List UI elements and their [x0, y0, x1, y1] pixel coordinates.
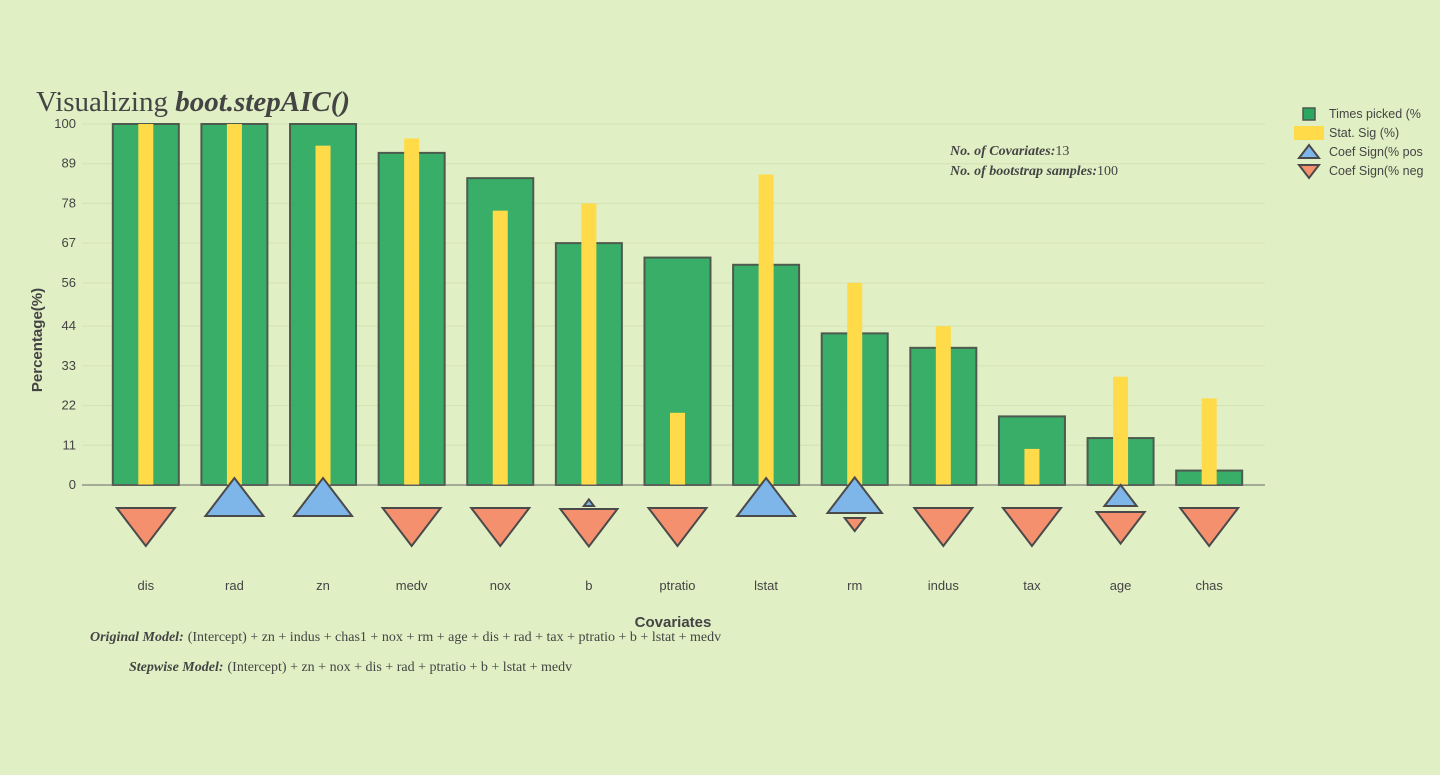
- covariates-annotation-value: 13: [1055, 144, 1069, 159]
- bar-stat-sig-dis[interactable]: [138, 124, 154, 485]
- bar-stat-sig-b[interactable]: [581, 203, 597, 486]
- legend-swatch-stat-sig[interactable]: [1294, 126, 1324, 140]
- y-tick-labels: 0 11 22 33 44 56 67 78 89 100: [54, 116, 76, 492]
- marker-coef-pos-b[interactable]: [581, 497, 596, 507]
- marker-coef-pos-rm[interactable]: [825, 475, 884, 514]
- y-tick-22: 22: [62, 398, 76, 413]
- y-tick-44: 44: [62, 318, 76, 333]
- legend-label-stat-sig[interactable]: Stat. Sig (%): [1329, 126, 1399, 140]
- bar-stat-sig-zn[interactable]: [315, 145, 331, 485]
- y-tick-78: 78: [62, 195, 76, 210]
- marker-coef-pos-rad[interactable]: [203, 476, 266, 517]
- original-model-text: (Intercept) + zn + indus + chas1 + nox +…: [188, 630, 721, 645]
- bar-stat-sig-medv[interactable]: [404, 138, 420, 485]
- marker-coef-neg-indus[interactable]: [912, 507, 975, 548]
- covariates-annotation-label: No. of Covariates:: [949, 144, 1055, 159]
- legend-label-coef-neg[interactable]: Coef Sign(% neg: [1329, 164, 1424, 178]
- x-tick-dis: dis: [137, 578, 154, 593]
- samples-annotation-label: No. of bootstrap samples:: [949, 164, 1097, 179]
- original-model-formula: Original Model: (Intercept) + zn + indus …: [90, 630, 721, 645]
- legend[interactable]: Times picked (% Stat. Sig (%) Coef Sign(% …: [1294, 107, 1424, 180]
- x-tick-labels: dis rad zn medv nox b ptratio lstat rm indus tax ag…: [137, 578, 1223, 593]
- x-tick-medv: medv: [396, 578, 428, 593]
- y-tick-11: 11: [63, 437, 77, 452]
- marker-coef-neg-ptratio[interactable]: [646, 507, 709, 548]
- coef-sign-markers[interactable]: [114, 475, 1241, 549]
- x-tick-lstat: lstat: [754, 578, 778, 593]
- legend-swatch-times-picked[interactable]: [1302, 107, 1316, 121]
- legend-label-coef-pos[interactable]: Coef Sign(% pos: [1329, 145, 1423, 159]
- chart-title-emphasis: boot.stepAIC(): [175, 86, 350, 118]
- x-tick-zn: zn: [316, 578, 330, 593]
- marker-coef-neg-b[interactable]: [558, 508, 620, 549]
- stat-sig-bars[interactable]: [138, 124, 1217, 486]
- x-tick-age: age: [1110, 578, 1132, 593]
- chart-title-plain: Visualizing: [36, 86, 175, 118]
- legend-swatch-coef-neg[interactable]: [1296, 164, 1322, 180]
- y-tick-56: 56: [62, 275, 76, 290]
- x-tick-rad: rad: [225, 578, 244, 593]
- x-tick-tax: tax: [1023, 578, 1041, 593]
- marker-coef-neg-nox[interactable]: [469, 507, 532, 548]
- marker-coef-neg-tax[interactable]: [1000, 507, 1063, 548]
- x-tick-nox: nox: [490, 578, 511, 593]
- y-axis-label: Percentage(%): [29, 288, 46, 392]
- chart-title: Visualizing boot.stepAIC(): [36, 86, 350, 118]
- legend-swatch-coef-pos[interactable]: [1296, 143, 1322, 159]
- bar-stat-sig-lstat[interactable]: [758, 174, 774, 486]
- x-tick-b: b: [585, 578, 592, 593]
- x-tick-indus: indus: [928, 578, 960, 593]
- x-tick-rm: rm: [847, 578, 862, 593]
- y-tick-67: 67: [62, 235, 76, 250]
- marker-coef-pos-lstat[interactable]: [735, 476, 798, 517]
- x-axis-label: Covariates: [635, 614, 712, 631]
- stepwise-model-label: Stepwise Model:: [129, 660, 224, 675]
- marker-coef-pos-zn[interactable]: [292, 476, 355, 517]
- bar-stat-sig-rad[interactable]: [226, 124, 242, 485]
- bar-stat-sig-tax[interactable]: [1024, 448, 1040, 485]
- samples-annotation-value: 100: [1097, 164, 1118, 179]
- bar-stat-sig-ptratio[interactable]: [669, 412, 685, 485]
- x-tick-chas: chas: [1195, 578, 1223, 593]
- stepwise-model-text: (Intercept) + zn + nox + dis + rad + ptr…: [228, 660, 573, 675]
- marker-coef-pos-age[interactable]: [1102, 483, 1139, 507]
- marker-coef-neg-chas[interactable]: [1178, 507, 1241, 548]
- y-tick-100: 100: [54, 116, 76, 131]
- bar-stat-sig-chas[interactable]: [1201, 398, 1217, 485]
- bar-stat-sig-rm[interactable]: [847, 282, 863, 485]
- x-tick-ptratio: ptratio: [659, 578, 695, 593]
- marker-coef-neg-medv[interactable]: [380, 507, 443, 548]
- marker-coef-neg-age[interactable]: [1094, 511, 1147, 546]
- marker-coef-neg-rm[interactable]: [842, 517, 867, 533]
- y-tick-33: 33: [62, 358, 76, 373]
- covariates-annotation: No. of Covariates:13: [949, 144, 1069, 159]
- y-tick-0: 0: [69, 477, 76, 492]
- bar-stat-sig-indus[interactable]: [935, 326, 951, 485]
- legend-label-times-picked[interactable]: Times picked (%: [1329, 107, 1421, 121]
- marker-coef-neg-dis[interactable]: [114, 507, 177, 548]
- bar-stat-sig-nox[interactable]: [492, 210, 508, 485]
- bar-stat-sig-age[interactable]: [1113, 376, 1129, 485]
- samples-annotation: No. of bootstrap samples:100: [949, 164, 1118, 179]
- stepwise-model-formula: Stepwise Model: (Intercept) + zn + nox + …: [129, 660, 572, 675]
- y-tick-89: 89: [62, 156, 76, 171]
- original-model-label: Original Model:: [90, 630, 184, 645]
